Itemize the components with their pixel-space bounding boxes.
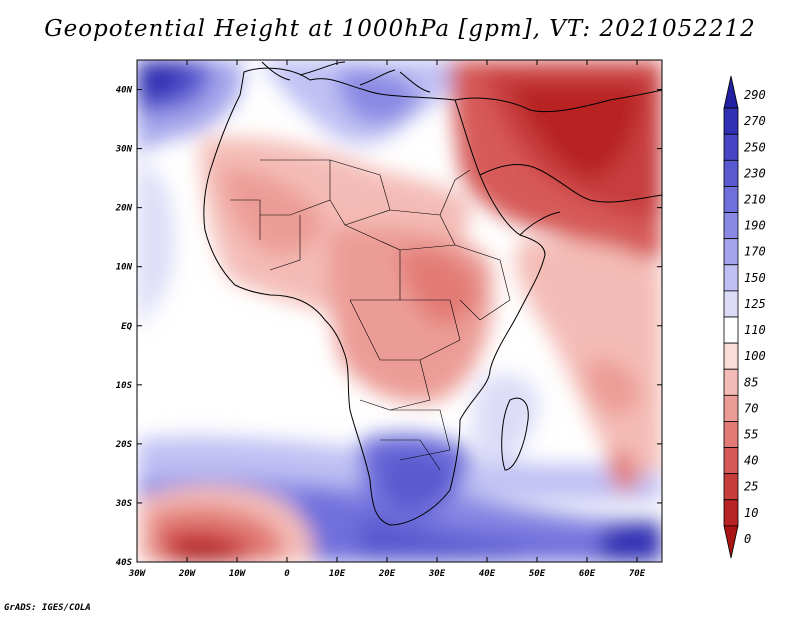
colorbar-swatch — [723, 159, 739, 187]
colorbar-swatch — [723, 133, 739, 161]
lon-label: 20E — [378, 569, 396, 579]
lat-label: 40S — [116, 558, 133, 568]
lat-label: 30N — [115, 145, 133, 155]
map-title: Geopotential Height at 1000hPa [gpm], VT… — [44, 16, 756, 42]
lon-label: 10W — [229, 569, 247, 579]
lon-label: 30E — [428, 569, 446, 579]
colorbar-label: 125 — [744, 297, 766, 311]
colorbar-swatch — [723, 316, 739, 344]
colorbar-swatch — [723, 212, 739, 240]
colorbar-swatch — [723, 342, 739, 370]
colorbar-swatch — [723, 238, 739, 266]
lon-label: 20W — [178, 569, 197, 579]
colorbar-swatch — [723, 368, 739, 396]
madagascar-coastline — [501, 397, 529, 471]
country-borders — [230, 159, 511, 471]
colorbar-swatch — [723, 186, 739, 213]
lat-label: 20N — [115, 204, 133, 214]
colorbar-swatch — [723, 107, 739, 135]
colorbar-swatch — [723, 447, 739, 475]
contour-field — [137, 60, 662, 562]
lon-label: 70E — [629, 569, 646, 579]
colorbar-label: 150 — [744, 271, 766, 285]
lon-label: 30W — [128, 569, 147, 579]
colorbar-swatch — [723, 499, 739, 527]
lon-label: 10E — [329, 569, 346, 579]
colorbar-label: 230 — [744, 166, 766, 180]
colorbar-label: 10 — [744, 506, 758, 520]
colorbar-swatch — [723, 290, 739, 318]
map-frame — [136, 59, 663, 563]
lat-label: 10N — [116, 263, 133, 273]
lat-label: 40N — [116, 86, 133, 96]
colorbar-label: 70 — [744, 401, 758, 415]
colorbar-label: 290 — [744, 88, 766, 102]
colorbar-label: 55 — [744, 428, 758, 442]
colorbar-label: 110 — [744, 323, 766, 337]
lat-label: 20S — [115, 440, 133, 450]
colorbar-label: 100 — [744, 349, 766, 363]
lon-label: 60E — [579, 569, 596, 579]
colorbar-swatch — [723, 264, 739, 292]
colorbar-swatch — [723, 394, 739, 422]
grads-credit: GrADS: IGES/COLA — [4, 603, 91, 613]
colorbar-label: 0 — [744, 532, 751, 546]
colorbar-label: 85 — [744, 375, 758, 389]
colorbar-label: 170 — [744, 245, 766, 259]
colorbar-label: 190 — [744, 219, 766, 233]
lat-label: 30S — [115, 499, 133, 509]
colorbar: 2902702502302101901701501251101008570554… — [723, 75, 766, 559]
colorbar-label: 40 — [744, 454, 758, 468]
colorbar-label: 270 — [744, 114, 766, 128]
colorbar-swatch — [723, 473, 739, 501]
lat-label: EQ — [121, 322, 132, 332]
lon-label: 0 — [284, 569, 290, 579]
colorbar-label: 210 — [744, 193, 766, 207]
colorbar-arrow-bottom — [723, 525, 739, 559]
colorbar-label: 250 — [744, 140, 766, 154]
colorbar-arrow-top — [723, 75, 739, 109]
axis-ticks: 30W 20W 10W 0 10E 20E 30E 40E 50E 60E 70E 40N 30N 20N… — [115, 60, 662, 579]
lat-label: 10S — [116, 381, 133, 391]
lon-label: 50E — [529, 569, 546, 579]
colorbar-swatch — [723, 421, 739, 448]
indian-ocean-low — [516, 239, 662, 474]
africa-coastline — [203, 67, 546, 526]
middle-east-coast — [454, 89, 662, 113]
coastlines — [203, 61, 662, 526]
lon-label: 40E — [479, 569, 496, 579]
colorbar-label: 25 — [744, 480, 758, 494]
